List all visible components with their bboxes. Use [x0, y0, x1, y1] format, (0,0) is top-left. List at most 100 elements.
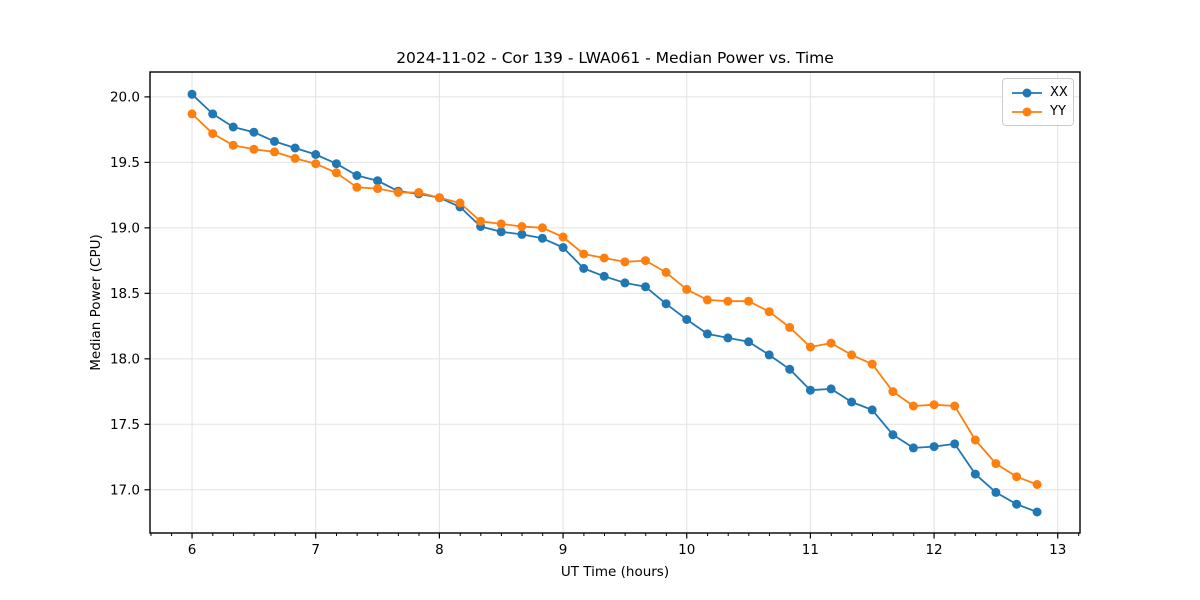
series-yy-marker: [847, 350, 857, 360]
series-xx-marker: [970, 469, 980, 479]
x-tick-label: 10: [678, 542, 695, 558]
series-xx-marker: [867, 405, 877, 415]
x-tick-label: 9: [559, 542, 568, 558]
series-xx-marker: [805, 385, 815, 395]
series-yy-marker: [929, 400, 939, 410]
series-xx-marker: [929, 442, 939, 452]
series-yy-marker: [826, 338, 836, 348]
chart-title: 2024-11-02 - Cor 139 - LWA061 - Median P…: [396, 49, 834, 67]
series-xx-marker: [785, 364, 795, 374]
series-yy-marker: [1012, 472, 1022, 482]
series-xx-marker: [352, 171, 362, 180]
series-yy-marker: [455, 198, 465, 208]
legend-label-xx: XX: [1050, 85, 1068, 100]
series-xx-marker: [228, 122, 238, 132]
y-tick-label: 19.0: [110, 220, 140, 236]
legend-entry-yy: YY: [1011, 102, 1066, 121]
y-axis-label: Median Power (CPU): [88, 234, 104, 371]
series-yy-marker: [970, 435, 980, 445]
legend-label-yy: YY: [1050, 104, 1066, 119]
series-yy-line: [191, 113, 1038, 486]
series-xx-marker: [311, 150, 321, 159]
series-xx-marker: [249, 127, 259, 137]
y-tick-label: 18.0: [110, 351, 140, 367]
series-xx-marker: [661, 299, 671, 309]
series-yy-marker: [785, 322, 795, 332]
series-yy-marker: [249, 144, 259, 154]
series-xx-marker: [496, 227, 506, 237]
series-xx-marker: [702, 329, 712, 339]
series-yy-marker: [764, 307, 774, 317]
series-yy-marker: [744, 296, 754, 306]
axes-spines: [149, 71, 1081, 534]
series-yy-marker: [414, 188, 424, 197]
series-xx-marker: [847, 397, 857, 407]
series-yy-marker: [537, 223, 547, 233]
series-yy-marker: [331, 168, 341, 178]
legend-sample-xx: [1012, 88, 1042, 97]
series-xx-marker: [682, 315, 692, 324]
series-yy-marker: [867, 359, 877, 369]
series-xx-marker: [331, 159, 341, 169]
series-yy-marker: [599, 253, 609, 263]
legend-sample-yy: [1012, 107, 1042, 116]
series-xx-marker: [558, 243, 568, 252]
series-xx-marker: [641, 282, 650, 292]
series-xx-marker: [744, 337, 754, 347]
series-yy-marker: [352, 182, 362, 192]
x-tick-label: 12: [925, 542, 942, 558]
series-yy-marker: [1032, 480, 1042, 489]
series-xx-marker: [950, 439, 960, 449]
series-xx-marker: [290, 143, 300, 153]
x-axis-label: UT Time (hours): [560, 564, 670, 580]
series-yy-marker: [476, 216, 486, 226]
series-yy-marker: [723, 296, 733, 306]
series-yy-marker: [434, 193, 444, 203]
series-yy-marker: [290, 153, 300, 163]
series-xx-marker: [599, 271, 609, 281]
series-yy-marker: [558, 232, 568, 242]
series-yy-marker: [393, 188, 403, 197]
series-yy-marker: [950, 401, 960, 411]
series-yy-marker: [888, 387, 898, 397]
legend: XX YY: [1002, 78, 1074, 126]
series-xx-marker: [723, 333, 733, 343]
series-yy-marker: [641, 256, 650, 266]
y-tick-label: 17.5: [110, 417, 140, 433]
y-tick-label: 20.0: [110, 89, 140, 105]
series-yy-marker: [805, 342, 815, 352]
series-xx-marker: [991, 487, 1001, 497]
series-xx-marker: [1012, 499, 1022, 509]
series-xx-marker: [908, 443, 918, 453]
series-xx-marker: [579, 263, 589, 273]
series-yy-marker: [517, 222, 527, 231]
series-yy-marker: [270, 147, 279, 157]
x-tick-label: 11: [802, 542, 819, 558]
series-xx-marker: [270, 136, 279, 146]
x-tick-label: 13: [1049, 542, 1066, 558]
legend-entry-xx: XX: [1011, 83, 1068, 102]
series-xx-marker: [187, 89, 197, 99]
x-tick-label: 6: [188, 542, 197, 558]
series-yy-marker: [908, 401, 918, 411]
series-yy-marker: [620, 257, 630, 267]
series-xx-marker: [208, 109, 218, 119]
x-tick-label: 8: [435, 542, 444, 558]
series-yy-marker: [579, 249, 589, 259]
series-xx-marker: [764, 350, 774, 360]
series-xx-marker: [537, 233, 547, 243]
series-yy-marker: [702, 295, 712, 305]
series-yy-marker: [311, 159, 321, 169]
series-xx-marker: [888, 430, 898, 440]
y-tick-label: 17.0: [110, 482, 140, 498]
y-tick-label: 18.5: [110, 286, 140, 302]
series-xx-marker: [826, 384, 836, 394]
x-tick-label: 7: [311, 542, 320, 558]
series-yy-marker: [208, 129, 218, 139]
series-xx-marker: [1032, 507, 1042, 517]
series-yy-marker: [682, 284, 692, 294]
series-yy-marker: [228, 140, 238, 150]
series-yy-marker: [496, 219, 506, 229]
